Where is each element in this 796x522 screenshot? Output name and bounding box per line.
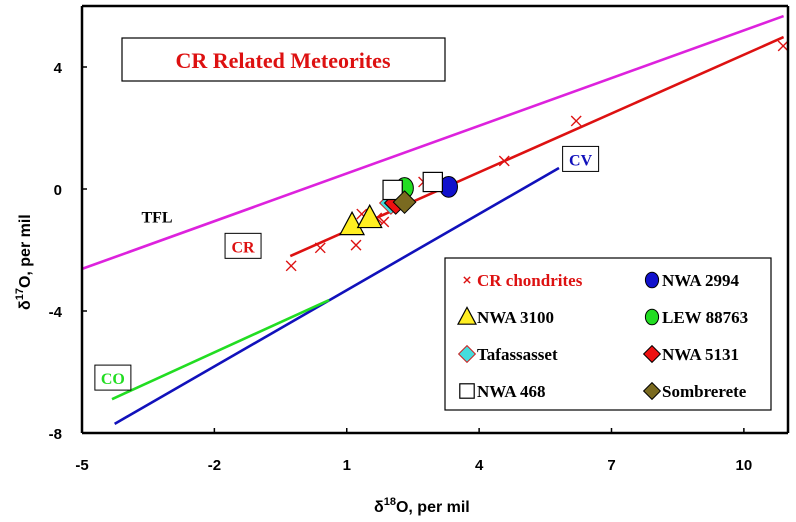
legend-label: NWA 3100 <box>477 308 554 327</box>
line-label-text: CV <box>569 152 593 169</box>
line-label-co: CO <box>94 364 132 391</box>
series-nwa-468 <box>382 171 443 201</box>
line-label-tfl: TFL <box>141 209 172 226</box>
line-label-box <box>562 145 600 172</box>
line-labels: TFL CR CV CO <box>94 145 600 391</box>
line-label-text: CO <box>101 371 125 388</box>
legend-marker <box>642 381 662 401</box>
legend-item-cr-chondrites: CR chondrites <box>463 271 583 290</box>
x-tick-label: 4 <box>475 457 484 474</box>
x-axis-title-rest: O, per mil <box>396 499 470 516</box>
data-points <box>285 40 789 272</box>
legend-item-nwa-5131: NWA 5131 <box>642 344 739 364</box>
line-label-cv: CV <box>562 145 600 172</box>
x-tick-label: 1 <box>343 457 351 474</box>
legend-marker <box>642 344 662 364</box>
legend-marker <box>644 308 660 326</box>
data-point-nwa-3100 <box>339 210 366 236</box>
legend-label: LEW 88763 <box>662 308 748 327</box>
legend-marker <box>456 306 478 325</box>
x-axis-title-sup: 18 <box>384 496 396 508</box>
y-axis-title: δ17O, per mil <box>14 214 34 310</box>
data-point-cr-chondrites <box>570 115 582 127</box>
legend-label: NWA 2994 <box>662 271 739 290</box>
legend-item-lew-88763: LEW 88763 <box>644 308 748 327</box>
legend-label: NWA 5131 <box>662 345 739 364</box>
data-point-cr-chondrites <box>285 260 297 272</box>
x-tick-label: 7 <box>607 457 615 474</box>
x-tick-label: 10 <box>736 457 753 474</box>
line-label-box <box>224 232 262 259</box>
y-tick-label: -8 <box>49 426 62 443</box>
series-sombrerete <box>392 190 417 215</box>
line-label-text: CR <box>232 239 256 256</box>
y-tick-label: 0 <box>54 182 62 199</box>
legend-item-nwa-2994: NWA 2994 <box>644 271 739 290</box>
legend-label: CR chondrites <box>477 271 583 290</box>
line-tfl <box>81 14 785 271</box>
legend-item-tafassasset: Tafassasset <box>457 344 558 364</box>
legend-marker <box>644 271 660 289</box>
line-label-text: TFL <box>141 209 172 226</box>
data-point-nwa-468 <box>382 179 403 201</box>
data-point-cr-chondrites <box>350 239 362 251</box>
line-co <box>111 298 330 401</box>
y-tick-label: -4 <box>49 304 63 321</box>
series-nwa-3100 <box>339 203 383 236</box>
x-tick-label: -5 <box>75 457 88 474</box>
data-point-sombrerete <box>392 190 417 215</box>
legend-item-nwa-3100: NWA 3100 <box>456 306 554 327</box>
chart-title: CR Related Meteorites <box>175 48 390 73</box>
data-point-nwa-468 <box>422 171 443 193</box>
legend-marker <box>459 383 475 399</box>
y-axis-title-rest: O, per mil <box>17 214 34 288</box>
data-point-cr-chondrites <box>498 155 510 167</box>
data-point-cr-chondrites <box>777 40 789 52</box>
data-point-cr-chondrites <box>314 242 326 254</box>
legend: CR chondrites NWA 2994 NWA 3100 LEW 88763 Ta… <box>444 257 772 411</box>
chart-title-box: CR Related Meteorites <box>121 37 446 82</box>
axes: -5 -2 1 4 7 10 -8 -4 0 4 <box>49 4 790 474</box>
legend-marker <box>463 276 471 284</box>
legend-item-nwa-468: NWA 468 <box>459 382 545 401</box>
line-label-box <box>94 364 132 391</box>
legend-label: Tafassasset <box>477 345 558 364</box>
y-axis-title-delta: δ <box>17 300 34 310</box>
y-tick-label: 4 <box>54 60 63 77</box>
data-point-nwa-3100 <box>356 203 383 229</box>
x-axis-title-delta: δ <box>374 499 384 516</box>
x-tick-label: -2 <box>208 457 221 474</box>
y-axis-title-sup: 17 <box>14 288 26 300</box>
line-label-cr: CR <box>224 232 262 259</box>
legend-marker <box>457 344 477 364</box>
line-cv <box>114 166 560 425</box>
legend-item-sombrerete: Sombrerete <box>642 381 747 401</box>
x-axis-title: δ18O, per mil <box>374 496 470 516</box>
legend-label: Sombrerete <box>662 382 747 401</box>
legend-label: NWA 468 <box>477 382 545 401</box>
legend-box <box>444 257 772 411</box>
